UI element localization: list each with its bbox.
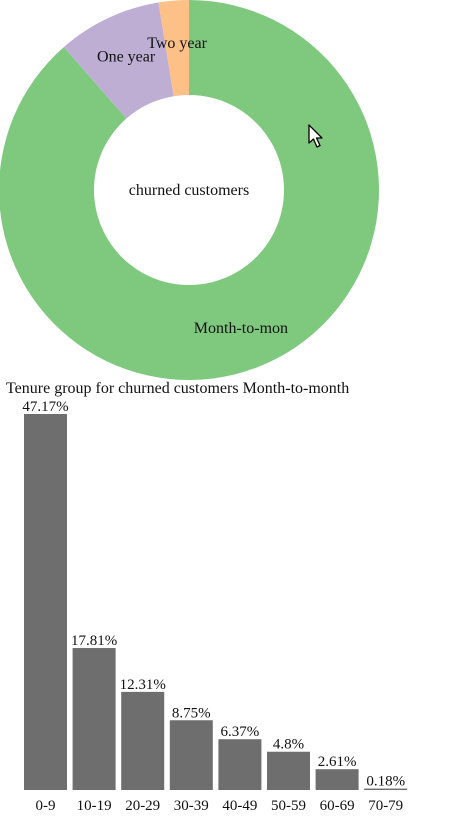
bar-value-label-10-19: 17.81% [71,633,117,649]
bar-10-19 [72,648,116,790]
bar-30-39 [169,720,213,790]
bar-tick-label-20-29: 20-29 [125,798,160,814]
donut-slice-month-to-mon [0,0,379,380]
bar-tick-label-10-19: 10-19 [77,798,112,814]
bar-70-79 [364,788,408,790]
bars [24,414,408,790]
donut-center-label: churned customers [129,182,249,199]
bar-40-49 [218,739,262,790]
donut-label-one-year: One year [97,49,156,66]
bar-value-label-20-29: 12.31% [120,677,166,693]
mouse-cursor-icon [308,124,323,148]
donut-slices [0,0,379,380]
donut-label-two-year: Two year [147,35,207,52]
bar-tick-label-60-69: 60-69 [320,798,355,814]
bar-value-label-70-79: 0.18% [366,774,405,790]
donut-label-month-to-mon: Month-to-mon [194,320,288,337]
bar-tick-label-0-9: 0-9 [36,798,56,814]
bar-20-29 [121,691,165,790]
bar-chart-title: Tenure group for churned customers Month… [6,380,350,397]
bar-value-label-60-69: 2.61% [318,754,357,770]
bar-0-9 [24,414,67,790]
bar-value-label-0-9: 47.17% [22,399,68,415]
bar-value-label-40-49: 6.37% [221,724,260,740]
bar-value-label-30-39: 8.75% [172,705,211,721]
bar-tick-label-40-49: 40-49 [222,798,257,814]
bar-50-59 [267,751,310,790]
bar-tick-labels: 0-9 10-19 20-29 30-39 40-49 50-59 60-69 70-79 [36,798,404,814]
bar-60-69 [315,769,359,790]
bar-value-labels: 47.17% 17.81% 12.31% 8.75% 6.37% 4.8% 2.61% 0.1… [22,399,405,790]
donut-slice-one-year [63,2,174,119]
bar-tick-label-70-79: 70-79 [368,798,403,814]
donut-slice-two-year [158,0,189,97]
bar-tick-label-50-59: 50-59 [271,798,306,814]
bar-tick-label-30-39: 30-39 [174,798,209,814]
bar-value-label-50-59: 4.8% [273,737,304,753]
